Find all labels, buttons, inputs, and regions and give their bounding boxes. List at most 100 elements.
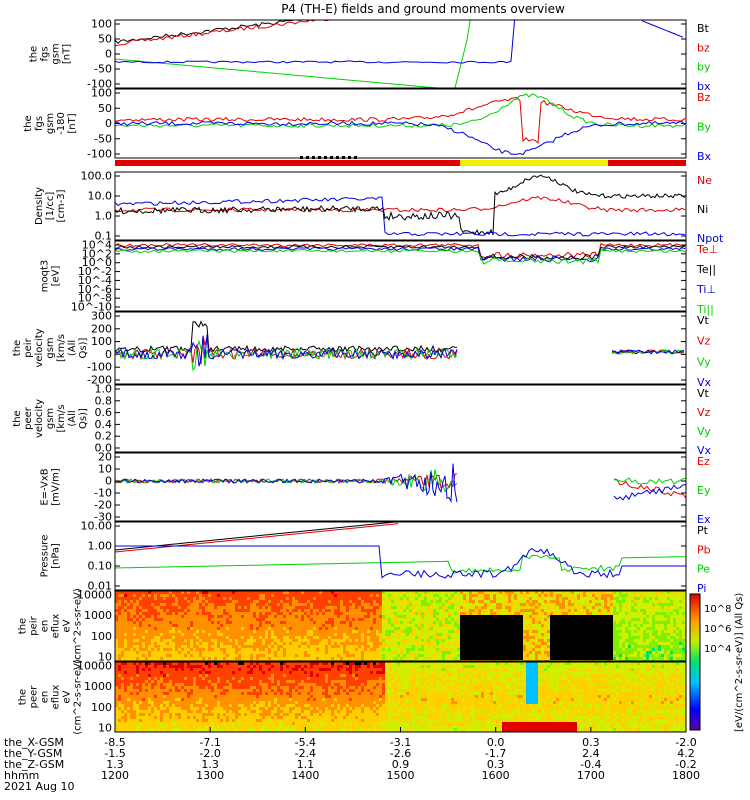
series-By (115, 93, 686, 129)
panel-7-ylabel: E=-VxB[mV/m] (40, 468, 62, 506)
panel-4-ytick: 10^-10 (71, 301, 112, 314)
ephemeris-label: the_X-GSM (4, 736, 64, 749)
panel-9: thepeirenefluxeV(cm^2-s-sr-eV)10000 1000 1… (18, 588, 687, 664)
legend-Ti||: Ti|| (696, 303, 714, 316)
series-Ex (115, 463, 458, 504)
panel-4-ylabel: moqt3[eV] (40, 260, 62, 293)
panel-5-ytick: -100 (87, 361, 112, 374)
plot-title: P4 (TH-E) fields and ground moments over… (281, 2, 565, 16)
panel-6-ylabel: thepeervelocitygsm[km/s(AllQs)] (12, 399, 89, 438)
panel-4: moqt3[eV]10^410^210^010^-210^-410^-610^-… (40, 239, 719, 317)
panel-5-ytick: 200 (91, 322, 112, 335)
legend-Bz: Bz (697, 91, 711, 104)
legend-Vy: Vy (697, 425, 711, 438)
panel-6-ytick: 0.8 (95, 394, 113, 407)
panel-3-ytick: 100.0 (81, 170, 113, 183)
panel-5-ytick: -200 (87, 374, 112, 387)
legend-By: By (697, 121, 712, 134)
series-Ne (115, 196, 686, 213)
panel-10-ytick: 100 (91, 701, 112, 714)
legend-Vx: Vx (697, 376, 712, 389)
panel-10-ylabel: thepeerenefluxeV(cm^2-s-sr-eV) (18, 659, 84, 735)
ephemeris-value: 4.2 (677, 747, 695, 760)
ephemeris-value: 0.3 (487, 758, 505, 771)
ephemeris-value: -7.1 (199, 736, 220, 749)
ephemeris-value: 1200 (101, 769, 129, 782)
ephemeris-value: 1500 (387, 769, 415, 782)
panel-7-ytick: 0 (105, 475, 112, 488)
ephemeris-value: 1.3 (106, 758, 124, 771)
legend-Pi: Pi (697, 582, 706, 595)
legend-Ez: Ez (697, 455, 710, 468)
ephemeris-value: -2.4 (295, 747, 316, 760)
ephemeris-value: 1400 (291, 769, 319, 782)
panel-7-ytick: -10 (94, 487, 112, 500)
series-Vt (115, 320, 458, 354)
panel-5-ytick: 300 (91, 310, 112, 323)
panel-10-ytick: 1000 (84, 680, 112, 693)
panel-4-ytick: 10^2 (82, 247, 112, 260)
panel-3-ytick: 0.1 (95, 230, 113, 243)
colorbar-tick: 10^8 (704, 604, 731, 615)
ephemeris-value: 1300 (196, 769, 224, 782)
ephemeris-value: -2.0 (675, 736, 696, 749)
panel-9-ytick: 10 (98, 651, 112, 664)
panel-1-ytick: -100 (87, 78, 112, 91)
legend-Vz: Vz (697, 335, 711, 348)
panel-8-ytick: 0.01 (88, 580, 113, 593)
panel-1-ylabel: thefgsgsm[nT] (29, 43, 73, 64)
ephemeris-value: -1.5 (104, 747, 125, 760)
panel-9-ytick: 1000 (84, 609, 112, 622)
legend-Ne: Ne (697, 174, 712, 187)
panel-1-ytick: 100 (91, 18, 112, 31)
ephemeris-value: 0.3 (582, 736, 600, 749)
panel-2-ylabel: thefgsgsm-180[nT] (23, 112, 78, 135)
series-Ey-right (613, 477, 686, 485)
panel-8-ytick: 0.10 (88, 560, 113, 573)
ephemeris-value: 1.3 (201, 758, 219, 771)
legend-Vz: Vz (697, 406, 711, 419)
legend-Vy: Vy (697, 355, 711, 368)
panel-6-ytick: 0.0 (95, 442, 113, 455)
series-Bt (115, 20, 314, 45)
legend-bx: bx (697, 80, 711, 93)
panel-5-frame (114, 311, 687, 385)
legend-Vt: Vt (697, 314, 710, 327)
colorbar-tick: 10^4 (704, 644, 731, 655)
series-Vx (115, 334, 458, 367)
legend-Ex: Ex (697, 513, 711, 526)
ephemeris-value: -0.4 (580, 758, 601, 771)
legend-Bt: Bt (697, 22, 710, 35)
ephemeris-value: -5.4 (295, 736, 316, 749)
series-Bx (115, 120, 686, 156)
panel-9-ytick: 10000 (77, 589, 112, 602)
panel-6-ytick: 0.6 (95, 406, 113, 419)
panel-4-ytick: 10^0 (82, 256, 112, 269)
panel-2-ytick: 0 (105, 117, 112, 130)
legend-Vx: Vx (697, 444, 712, 457)
series-Ez-right (613, 478, 686, 499)
legend-Ti⊥: Ti⊥ (696, 283, 716, 296)
ephemeris-value: -8.5 (104, 736, 125, 749)
panel-10-ytick: 10 (98, 722, 112, 735)
plot-date: 2021 Aug 10 (4, 780, 74, 793)
panel-1-frame (114, 19, 687, 89)
panel-1-ytick: -50 (94, 63, 112, 76)
legend-Te⊥: Te⊥ (696, 243, 718, 256)
panel-9-ytick: 100 (91, 630, 112, 643)
legend-Vt: Vt (697, 387, 710, 400)
series-Te|| (115, 244, 686, 261)
panel-5-ytick: 0 (105, 348, 112, 361)
panel-6: thepeervelocitygsm[km/s(AllQs)] 1.00.80.6… (12, 383, 712, 458)
series-Pe (115, 554, 686, 574)
series-Npot (115, 196, 686, 237)
panel-4-ytick: 10^-2 (78, 265, 112, 278)
series-Ti|| (115, 248, 686, 265)
panel-10-ytick: 10000 (77, 660, 112, 673)
panel-4-ytick: 10^-8 (78, 292, 112, 305)
ephemeris-value: 2.4 (582, 747, 600, 760)
panel-2-ytick: 100 (91, 87, 112, 100)
panel-7-ytick: 20 (98, 451, 112, 464)
series-Pb (115, 522, 399, 553)
